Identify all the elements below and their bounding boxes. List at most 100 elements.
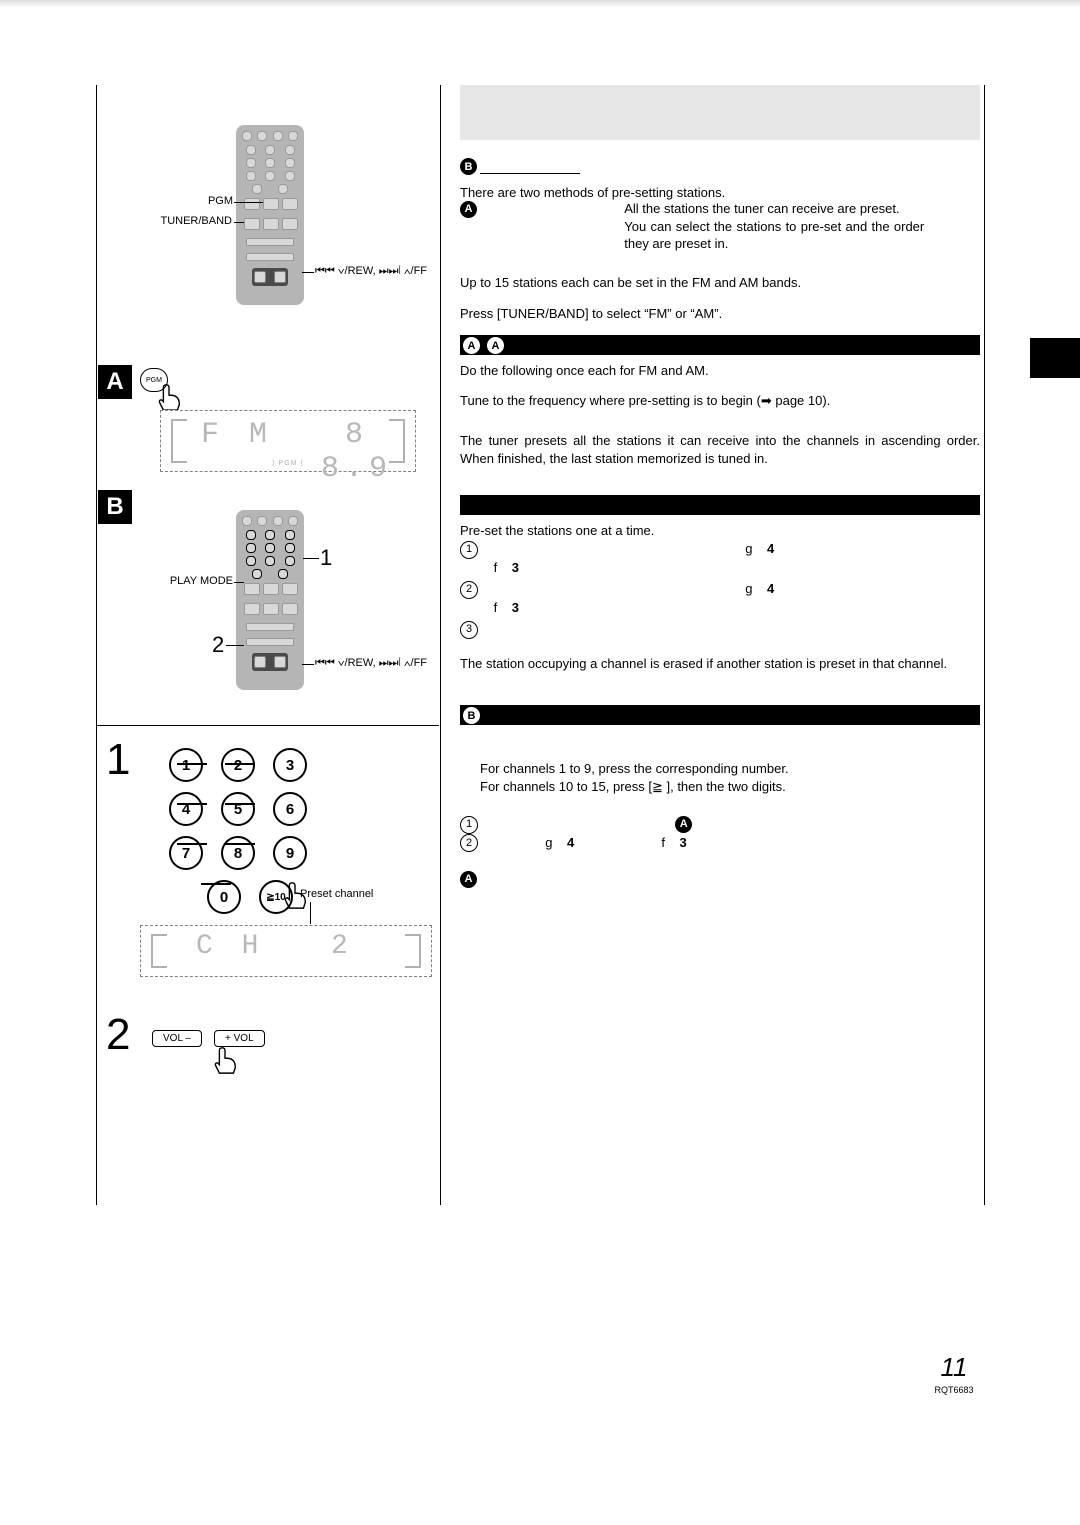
section-b-badge: B [462, 706, 481, 725]
step-1-numeral: 1 [106, 735, 130, 785]
column-rule-right [984, 85, 985, 1205]
page-fold-shadow [0, 0, 1080, 8]
badge-a-sb1: A [675, 816, 692, 833]
section-b-bar [460, 705, 980, 725]
ms1-3: 3 [512, 560, 519, 575]
intro-text: There are two methods of pre-setting sta… [460, 184, 980, 202]
key-1[interactable]: 1 [169, 748, 203, 782]
section-b-steps: 1 A 2 g 4 f 3 A [460, 815, 980, 888]
leader-nav1 [302, 272, 314, 273]
label-navrew-1: ⏮⏮ ∨/REW, ⏭⏭∣ ∧/FF [315, 265, 427, 278]
step-2-numeral: 2 [106, 1010, 130, 1060]
ms2-3: 3 [512, 600, 519, 615]
label-ptr-1: 1 [320, 545, 332, 571]
remote-control-a [236, 125, 304, 305]
section-manual-bar [460, 495, 980, 515]
remote-control-b [236, 510, 304, 690]
key-4[interactable]: 4 [169, 792, 203, 826]
section-b-p2: For channels 10 to 15, press [≧ ], then … [480, 778, 980, 796]
label-navrew-2: ⏮⏮ ∨/REW, ⏭⏭∣ ∧/FF [315, 657, 427, 670]
column-rule-left [96, 85, 97, 1205]
manual-step-1: 1 g 4 f 3 [460, 540, 980, 576]
a-line2: You can select the stations to pre-set a… [624, 219, 924, 252]
page-number: 11 [924, 1352, 984, 1383]
manual-step-3: 3 [460, 620, 478, 639]
lcd-fm-left: F M [201, 418, 273, 452]
manual-page: PGM TUNER/BAND ⏮⏮ ∨/REW, ⏭⏭∣ ∧/FF A PGM … [0, 0, 1080, 1525]
lcd-fm-right: 8 8.9 [299, 418, 415, 486]
leader-tuner [234, 222, 244, 223]
lcd-ch-left: C H [196, 931, 264, 962]
leader-ptr2 [226, 645, 244, 646]
ms2-g: g [745, 581, 752, 596]
a-desc-block: A All the stations the tuner can receive… [460, 200, 980, 253]
section-a-badge2: A [486, 336, 505, 355]
leader-preset-ch [310, 902, 311, 924]
section-b-p1: For channels 1 to 9, press the correspon… [480, 760, 980, 778]
badge-a-sb2: A [460, 871, 477, 888]
manual-note: The station occupying a channel is erase… [460, 655, 980, 673]
lcd-display-ch: C H 2 [140, 925, 432, 977]
section-a-p3: The tuner presets all the stations it ca… [460, 432, 980, 467]
manual-intro: Pre-set the stations one at a time. [460, 522, 980, 540]
label-ptr-2: 2 [212, 632, 224, 658]
badge-a-inline: A [460, 201, 477, 218]
sb-4: 4 [567, 835, 574, 850]
circled-2: 2 [460, 581, 478, 599]
key-2[interactable]: 2 [221, 748, 255, 782]
leader-pgm [234, 202, 263, 203]
lcd-pgm-ind: ⟩ PGM ⟨ [272, 459, 304, 467]
limit-text: Up to 15 stations each can be set in the… [460, 274, 980, 292]
step-a-box: A [98, 365, 132, 399]
thumb-tab [1030, 338, 1080, 378]
right-header-block [460, 85, 980, 140]
label-pgm: PGM [193, 195, 233, 207]
a-line1: All the stations the tuner can receive a… [624, 201, 899, 216]
lcd-display-fm: F M 8 8.9 ⟩ PGM ⟨ [160, 410, 416, 472]
ms2-4: 4 [767, 581, 774, 596]
key-0[interactable]: 0 [207, 880, 241, 914]
column-rule-mid [440, 85, 441, 1205]
ms1-f: f [494, 560, 498, 575]
key-6[interactable]: 6 [273, 792, 307, 826]
step-b-label: B [106, 493, 123, 521]
key-9[interactable]: 9 [273, 836, 307, 870]
left-col-hr [97, 725, 439, 726]
sb-3: 3 [680, 835, 687, 850]
section-a-p1: Do the following once each for FM and AM… [460, 362, 980, 380]
vol-minus-button[interactable]: VOL – [152, 1030, 202, 1047]
manual-step-2: 2 g 4 f 3 [460, 580, 980, 616]
press-band-text: Press [TUNER/BAND] to select “FM” or “AM… [460, 305, 980, 323]
ms1-g: g [745, 541, 752, 556]
ms2-f: f [494, 600, 498, 615]
label-play-mode: PLAY MODE [156, 575, 233, 587]
tap-icon [154, 382, 184, 412]
doc-code: RQT6683 [924, 1385, 984, 1395]
label-preset-channel: Preset channel [300, 888, 373, 900]
step-b-box: B [98, 490, 132, 524]
leader-playmode [234, 582, 244, 583]
section-a-badge1: A [462, 336, 481, 355]
circled-1: 1 [460, 541, 478, 559]
key-7[interactable]: 7 [169, 836, 203, 870]
key-5[interactable]: 5 [221, 792, 255, 826]
key-8[interactable]: 8 [221, 836, 255, 870]
underline [480, 173, 580, 174]
circled-3: 3 [460, 621, 478, 639]
leader-nav2 [302, 664, 314, 665]
page-footer: 11 RQT6683 [924, 1352, 984, 1395]
key-3[interactable]: 3 [273, 748, 307, 782]
section-a-bar [460, 335, 980, 355]
leader-ptr1 [303, 558, 319, 559]
circled-2b: 2 [460, 834, 478, 852]
sb-g: g [545, 835, 552, 850]
circled-1b: 1 [460, 816, 478, 834]
tap-icon [210, 1045, 240, 1075]
step-a-label: A [106, 368, 123, 396]
sb-f: f [661, 835, 665, 850]
lcd-ch-right: 2 [331, 931, 354, 962]
section-a-p2: Tune to the frequency where pre-setting … [460, 392, 980, 410]
ms1-4: 4 [767, 541, 774, 556]
badge-b-small: B [460, 158, 477, 175]
label-tuner-band: TUNER/BAND [152, 215, 232, 227]
